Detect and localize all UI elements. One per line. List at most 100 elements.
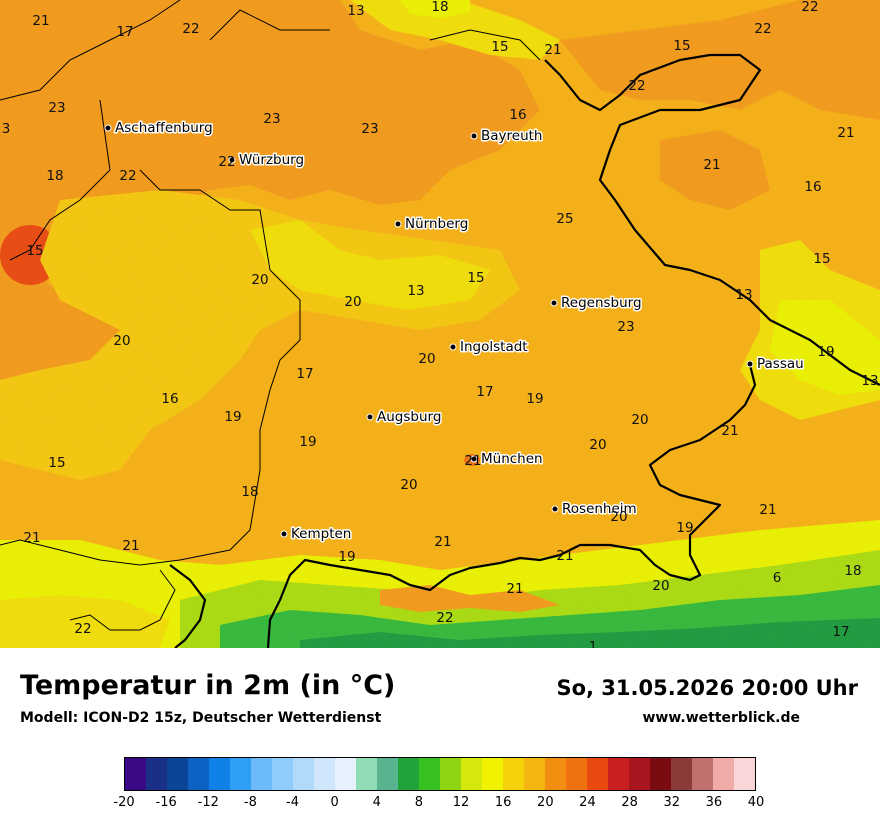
color-scale-tick-label: 4 [372,795,381,810]
temperature-value: 13 [347,3,364,19]
temperature-value: 15 [673,38,690,54]
temperature-value: 18 [431,0,448,15]
temperature-value: 19 [299,434,316,450]
temperature-value: 19 [224,409,241,425]
color-scale-swatch [419,758,440,790]
temperature-value: 22 [119,168,136,184]
color-scale-swatch [125,758,146,790]
map-texture [0,0,880,648]
city-label: München [481,451,543,467]
color-scale-tick-label: 36 [705,795,723,810]
city-label: Rosenheim [562,501,637,517]
city-marker: Würzburg [228,151,306,170]
temperature-value: 20 [610,509,627,525]
color-scale-tick-label: 16 [494,795,512,810]
temperature-value: 23 [617,319,634,335]
city-label: Ingolstadt [460,339,528,355]
city-dot [366,413,374,421]
color-scale-swatch [167,758,188,790]
city-dot [550,299,558,307]
temperature-value: 23 [48,100,65,116]
color-scale-tick-label: 24 [579,795,596,810]
temperature-value: 17 [116,24,133,40]
temperature-value: 1 [589,639,598,648]
city-dot [746,360,754,368]
city-marker: Nürnberg [394,215,470,234]
city-label: Würzburg [239,152,304,168]
color-scale-swatch [482,758,503,790]
temperature-value: 17 [296,366,313,382]
temperature-value: 15 [48,455,65,471]
color-scale-swatch [230,758,251,790]
city-label: Nürnberg [405,216,468,232]
city-dot [470,455,478,463]
city-marker: Augsburg [366,408,443,427]
temperature-value: 22 [628,78,645,94]
temperature-value: 15 [467,270,484,286]
color-scale-swatch [398,758,419,790]
temperature-value: 6 [773,570,782,586]
temperature-value: 21 [721,423,738,439]
color-scale-swatch [314,758,335,790]
city-label: Regensburg [561,295,642,311]
city-marker: Aschaffenburg [104,119,214,138]
temperature-value: 20 [418,351,435,367]
color-scale-swatch [251,758,272,790]
color-scale-swatch [146,758,167,790]
color-scale-tick-label: 8 [414,795,424,810]
city-label: Bayreuth [481,128,543,144]
website-link[interactable]: www.wetterblick.de [642,710,801,726]
temperature-value: 21 [544,42,561,58]
color-scale-tick-label: 12 [452,795,470,810]
temperature-value: 21 [759,502,776,518]
forecast-datetime: So, 31.05.2026 20:00 Uhr [556,676,858,700]
temperature-value: 22 [436,610,453,626]
model-info: Modell: ICON-D2 15z, Deutscher Wetterdie… [20,710,382,726]
temperature-value: 22 [182,21,199,37]
city-label: Passau [757,356,804,372]
color-scale-swatch [629,758,650,790]
temperature-value: 22 [218,154,235,170]
color-scale [124,757,756,791]
temperature-value: 3 [2,121,11,137]
temperature-value: 15 [26,243,43,259]
temperature-value: 20 [113,333,130,349]
color-scale-tick-label: -4 [286,795,300,810]
city-marker: Bayreuth [470,127,544,146]
temperature-value: 21 [837,125,854,141]
temperature-value: 22 [801,0,818,15]
color-scale-swatch [461,758,482,790]
map-footer: Temperatur in 2m (in °C) Modell: ICON-D2… [0,648,880,830]
city-dot [228,156,236,164]
temperature-value: 21 [434,534,451,550]
temperature-value: 18 [844,563,861,579]
color-scale-swatch [650,758,671,790]
temperature-value: 22 [754,21,771,37]
temperature-value: 19 [338,549,355,565]
city-marker: Passau [746,355,805,374]
state-border [0,0,541,631]
color-scale-tick-label: 28 [621,795,638,810]
color-scale-swatch [335,758,356,790]
color-scale-swatch [587,758,608,790]
color-scale-swatch [671,758,692,790]
color-scale-swatch [566,758,587,790]
temperature-value: 19 [676,520,693,536]
temperature-value: 22 [74,621,91,637]
temperature-value: 16 [509,107,526,123]
temperature-value: 23 [263,111,280,127]
color-scale-swatch [503,758,524,790]
temperature-value: 20 [589,437,606,453]
color-scale-swatch [356,758,377,790]
temperature-value: 17 [832,624,849,640]
temperature-value: 15 [813,251,830,267]
color-scale-tick-label: 0 [330,795,339,810]
color-scale-swatch [209,758,230,790]
city-marker: Rosenheim [551,500,638,519]
city-dot [470,132,478,140]
city-marker: München [470,450,544,469]
color-scale-swatch [713,758,734,790]
city-dot [449,343,457,351]
city-marker: Regensburg [550,294,643,313]
city-label: Augsburg [377,409,441,425]
